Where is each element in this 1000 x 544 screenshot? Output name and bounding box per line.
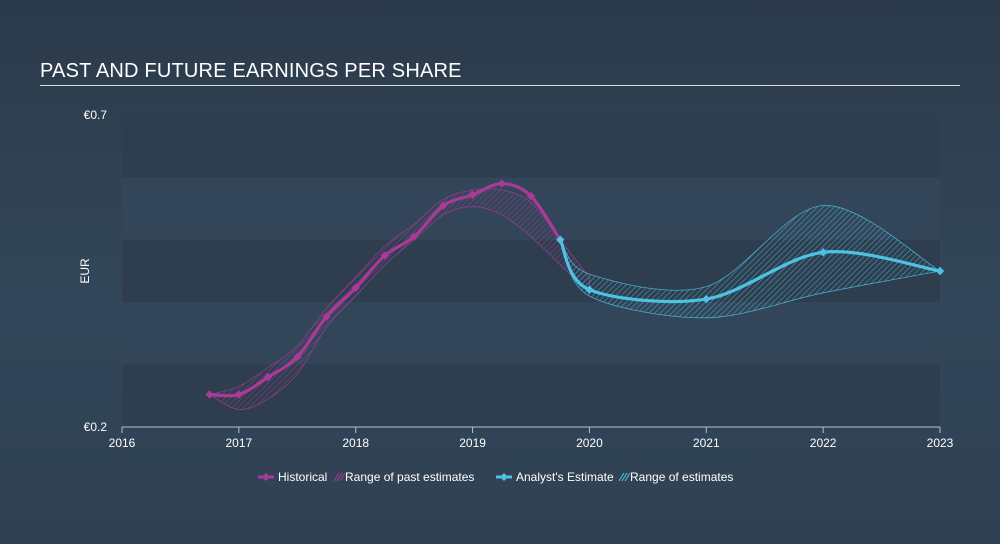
historical-point-2 [263, 372, 273, 382]
legend-hatch-icon [336, 472, 343, 482]
legend-label: Range of past estimates [345, 470, 474, 484]
estimate-line [558, 238, 942, 304]
legend-label: Historical [278, 470, 327, 484]
legend-label: Range of estimates [630, 470, 733, 484]
historical-point-5 [351, 283, 360, 293]
x-tick-label-2018: 2018 [342, 436, 369, 450]
historical-point-11 [526, 191, 536, 201]
band-1 [122, 115, 940, 178]
x-tick-label-2022: 2022 [810, 436, 837, 450]
x-tick-label-2019: 2019 [459, 436, 486, 450]
band-4 [122, 302, 940, 365]
estimate-point-4 [935, 266, 945, 276]
historical-point-6 [380, 251, 390, 260]
legend: Historical Range of past estimates Analyst… [258, 470, 733, 484]
legend-hatch-icon [333, 472, 340, 482]
historical-point-4 [322, 312, 331, 321]
legend-hatch-icon [618, 472, 625, 482]
legend-item-3: Analyst's Estimate [496, 470, 614, 484]
estimate-point-2 [702, 294, 711, 304]
x-tick-label-2020: 2020 [576, 436, 603, 450]
historical-point-8 [439, 201, 448, 210]
estimate-point-3 [818, 248, 828, 257]
range-areas [208, 188, 942, 410]
historical-point-1 [234, 390, 244, 399]
historical-point-3 [293, 352, 302, 362]
y-tick-label: €0.2 [84, 420, 108, 434]
legend-hatch-icon [339, 472, 346, 482]
historical-point-10 [497, 179, 506, 188]
x-tick-label-2017: 2017 [226, 436, 253, 450]
series-points [205, 179, 945, 399]
legend-marker-icon [262, 473, 270, 481]
y-axis-label: EUR [78, 258, 92, 284]
x-tick-label-2016: 2016 [109, 436, 136, 450]
legend-label: Analyst's Estimate [516, 470, 614, 484]
legend-marker-icon [500, 473, 508, 481]
legend-item-4: Range of estimates [618, 470, 733, 484]
estimate-point-1 [585, 285, 594, 294]
legend-hatch-icon [624, 472, 631, 482]
chart-title: PAST AND FUTURE EARNINGS PER SHARE [40, 60, 462, 82]
legend-hatch-icon [621, 472, 628, 482]
axes: 2016 2017 2018 2019 2020 2021 2022 2023 €0.7 €0.2… [78, 108, 954, 450]
historical-point-0 [205, 390, 214, 399]
historical-point-7 [409, 232, 419, 241]
legend-item-2: Range of past estimates [333, 470, 474, 484]
legend-item-1: Historical [258, 470, 327, 484]
y-tick-label: €0.7 [84, 108, 108, 122]
estimate-point-0 [556, 235, 565, 244]
x-tick-label-2021: 2021 [693, 436, 720, 450]
title-divider [40, 85, 960, 86]
historical-point-9 [468, 190, 477, 200]
x-tick-label-2023: 2023 [927, 436, 954, 450]
